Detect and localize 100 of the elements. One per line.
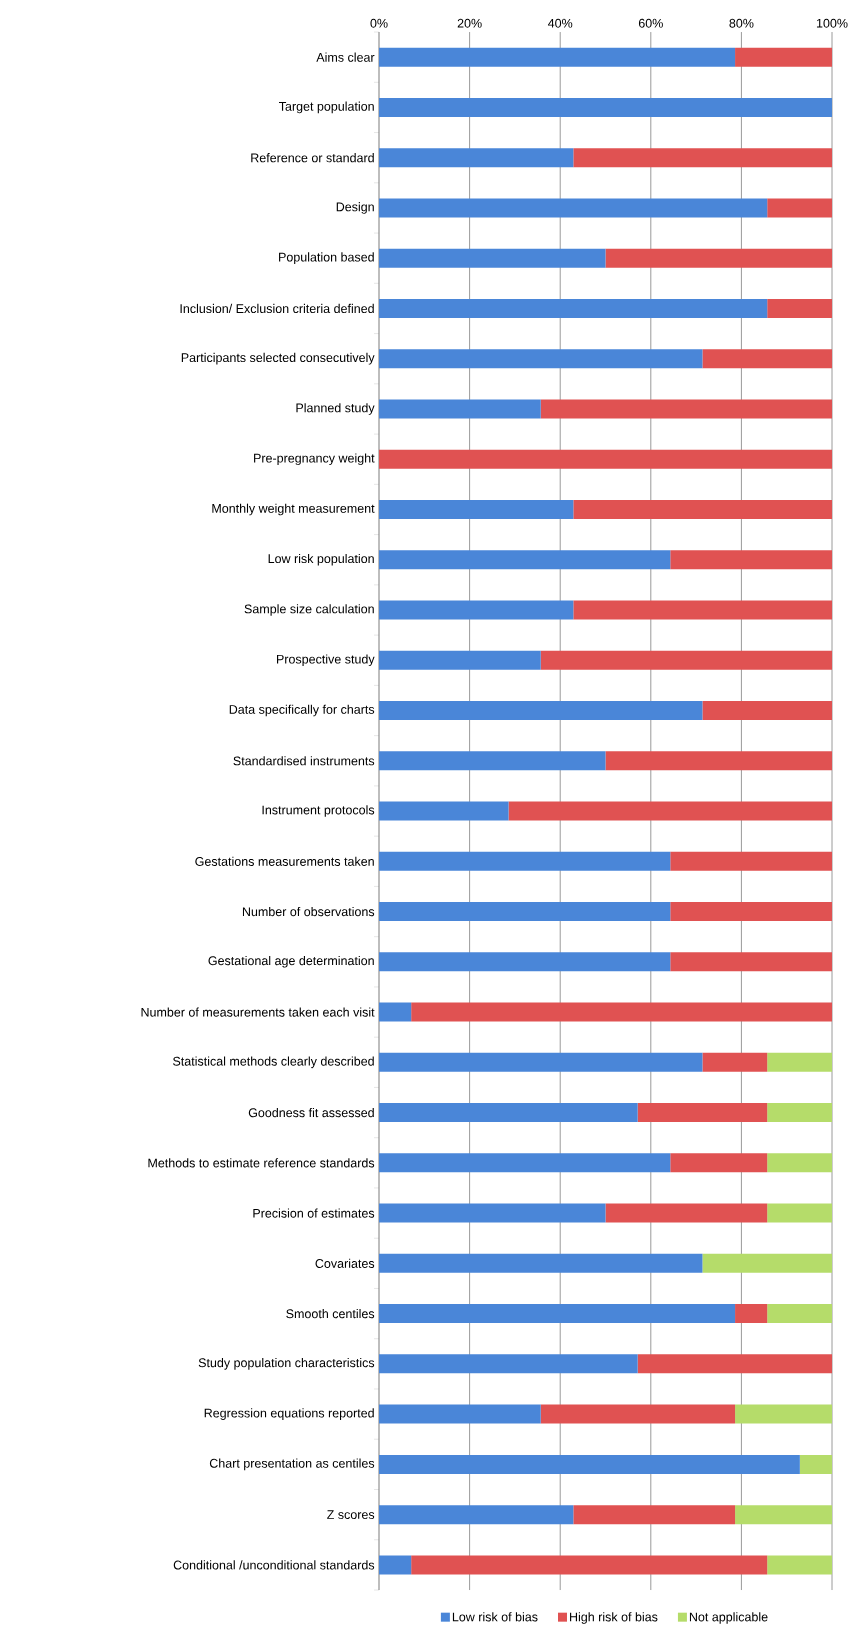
bar xyxy=(573,1505,736,1525)
bar xyxy=(735,1505,833,1525)
bar xyxy=(379,349,703,369)
bar xyxy=(379,851,671,871)
legend-label: Not applicable xyxy=(689,1612,768,1624)
bar xyxy=(379,801,509,821)
bar xyxy=(379,148,574,168)
bar xyxy=(379,1304,736,1324)
y-tick-label: Study population characteristics xyxy=(198,1358,375,1370)
bar xyxy=(379,248,606,268)
bar xyxy=(670,902,833,922)
bar xyxy=(735,1304,768,1324)
bar xyxy=(379,1454,800,1474)
x-tick-label: 60% xyxy=(638,18,663,28)
bar xyxy=(767,298,833,318)
y-tick-label: Data specifically for charts xyxy=(229,704,375,717)
bar xyxy=(379,1555,412,1575)
legend-label: Low risk of bias xyxy=(452,1612,538,1622)
bar xyxy=(379,550,671,570)
bar xyxy=(670,550,833,570)
bar xyxy=(637,1103,768,1123)
bar xyxy=(379,902,671,922)
y-tick-label: Number of observations xyxy=(242,906,375,917)
bar xyxy=(605,1203,768,1223)
bar xyxy=(702,349,833,369)
y-tick-label: Smooth centiles xyxy=(286,1309,375,1319)
bar xyxy=(573,148,833,168)
bar xyxy=(540,399,833,419)
bar xyxy=(379,1354,638,1374)
y-tick-label: Methods to estimate reference standards xyxy=(148,1158,375,1168)
bar xyxy=(379,751,606,771)
bar xyxy=(605,248,833,268)
y-tick-label: Inclusion/ Exclusion criteria defined xyxy=(180,303,374,314)
bar xyxy=(767,1153,833,1173)
y-tick-label: Chart presentation as centiles xyxy=(209,1458,375,1471)
bar xyxy=(379,1404,541,1424)
bar xyxy=(735,1404,833,1424)
y-tick-label: Covariates xyxy=(315,1258,375,1268)
x-tick-label: 0% xyxy=(370,18,388,28)
bar xyxy=(670,952,833,972)
y-tick-label: Standardised instruments xyxy=(233,756,375,766)
bar xyxy=(767,1555,833,1575)
bar xyxy=(379,399,541,419)
bar xyxy=(670,1153,768,1173)
y-tick-label: Goodness fit assessed xyxy=(248,1107,374,1118)
bar xyxy=(379,1103,638,1123)
bar xyxy=(605,751,833,771)
y-tick-label: Low risk population xyxy=(268,553,374,566)
bar xyxy=(573,600,833,620)
bar xyxy=(767,1203,833,1223)
bar xyxy=(379,97,833,117)
y-tick-label: Population based xyxy=(279,252,374,265)
bar xyxy=(379,701,703,721)
bar xyxy=(379,952,671,972)
bar xyxy=(411,1002,833,1022)
y-tick-label: Number of measurements taken each visit xyxy=(141,1007,375,1017)
bar xyxy=(702,1253,833,1273)
bar xyxy=(379,499,574,519)
bar xyxy=(379,47,736,67)
bar xyxy=(573,499,833,519)
bar xyxy=(379,198,768,218)
x-tick-label: 40% xyxy=(547,18,573,28)
bar xyxy=(379,1002,412,1022)
y-tick-label: Statistical methods clearly described xyxy=(173,1056,374,1069)
bar xyxy=(379,1253,703,1273)
bar xyxy=(508,801,833,821)
bar xyxy=(767,1304,833,1324)
bar xyxy=(799,1454,833,1474)
bar xyxy=(379,1203,606,1223)
bar xyxy=(379,600,574,620)
y-tick-label: Aims clear xyxy=(316,52,375,62)
y-tick-label: Gestations measurements taken xyxy=(195,856,374,866)
bar xyxy=(379,298,768,318)
y-tick-label: Prospective study xyxy=(277,654,375,667)
bar xyxy=(379,650,541,670)
y-tick-label: Design xyxy=(336,202,374,214)
bar xyxy=(411,1555,768,1575)
bar xyxy=(702,701,833,721)
bar xyxy=(670,851,833,871)
bar xyxy=(767,198,833,218)
bar xyxy=(379,1505,574,1525)
y-tick-label: Monthly weight measurement xyxy=(212,503,375,516)
legend-label: High risk of bias xyxy=(570,1612,658,1624)
x-tick-label: 20% xyxy=(457,18,482,28)
y-tick-label: Gestational age determination xyxy=(208,955,374,968)
bar xyxy=(379,449,833,469)
y-tick-label: Planned study xyxy=(296,403,375,415)
y-tick-label: Instrument protocols xyxy=(262,805,375,817)
bar xyxy=(702,1052,768,1072)
y-tick-label: Pre-pregnancy weight xyxy=(254,453,375,466)
y-tick-label: Participants selected consecutively xyxy=(181,352,375,365)
x-tick-label: 100% xyxy=(816,18,848,28)
y-tick-label: Z scores xyxy=(327,1510,375,1519)
y-tick-label: Sample size calculation xyxy=(244,604,374,616)
y-tick-label: Reference or standard xyxy=(251,153,374,163)
bar xyxy=(767,1052,833,1072)
bar xyxy=(767,1103,833,1123)
bar xyxy=(637,1354,833,1374)
y-tick-label: Target population xyxy=(279,101,374,114)
bar xyxy=(379,1153,671,1173)
